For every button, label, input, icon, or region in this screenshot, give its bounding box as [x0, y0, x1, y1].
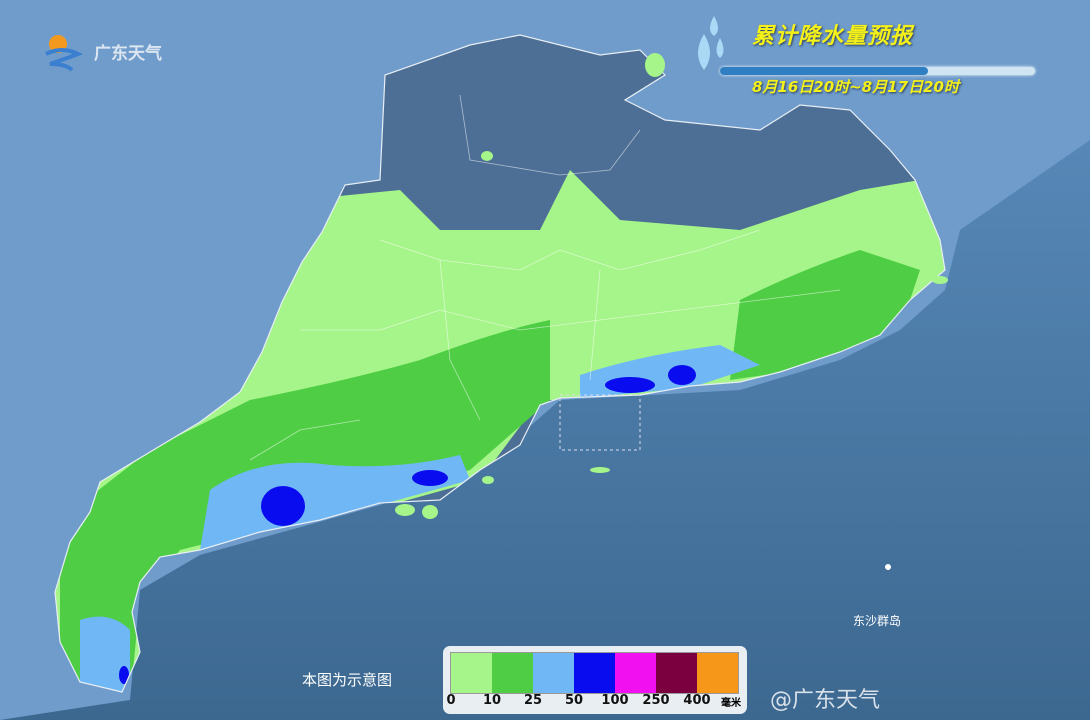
schematic-note: 本图为示意图 [302, 671, 393, 689]
rain-50-100-spot [261, 486, 305, 526]
legend-swatch [697, 653, 738, 693]
legend-swatch [574, 653, 615, 693]
watermark: @广东天气 [770, 688, 881, 713]
legend-tick-label: 0 [446, 693, 456, 708]
logo-text: 广东天气 [94, 43, 162, 64]
rain-50-100-spot [412, 470, 448, 486]
legend-swatch [615, 653, 656, 693]
logo: 广东天气 [38, 30, 162, 72]
legend-swatch [451, 653, 492, 693]
map-title: 累计降水量预报 [752, 24, 914, 49]
islands [395, 53, 948, 519]
rain-50-100-spot [119, 666, 129, 684]
hong-kong-boundary [559, 394, 641, 451]
map-header: 累计降水量预报 8月16日20时~8月17日20时 [692, 12, 1042, 97]
water-drops-icon [698, 16, 724, 70]
legend-swatch [533, 653, 574, 693]
legend-unit: 毫米 [721, 698, 741, 709]
island-label: 东沙群岛 [853, 614, 902, 628]
legend-tick-label: 10 [482, 693, 502, 708]
title-bar [720, 67, 1035, 75]
city-borders [249, 94, 841, 461]
rain-10-25-east [730, 250, 920, 380]
sun-wave-logo-icon [45, 35, 83, 72]
legend-tick-label: 400 [683, 693, 711, 708]
rain-25-50-southwest [80, 616, 130, 692]
dongsha-island-marker [885, 564, 891, 570]
rain-25-50-west [200, 455, 470, 550]
rain-50-100-spot [668, 365, 696, 385]
legend-swatch [492, 653, 533, 693]
legend-swatch [656, 653, 697, 693]
forecast-period: 8月16日20时~8月17日20时 [752, 78, 959, 96]
legend-tick-label: 50 [564, 693, 584, 708]
legend-tick-label: 100 [601, 693, 629, 708]
rain-50-100-spot [605, 377, 655, 393]
legend: 0 10 25 50 100 250 400 毫米 [443, 646, 747, 714]
legend-tick-label: 25 [523, 693, 543, 708]
legend-tick-label: 250 [642, 693, 670, 708]
